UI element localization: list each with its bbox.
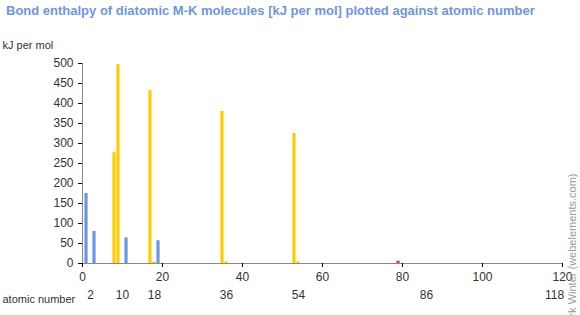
svg-text:150: 150 — [53, 196, 73, 210]
svg-text:20: 20 — [156, 270, 170, 284]
svg-text:100: 100 — [472, 270, 492, 284]
html-text:Bond enthalpy of diatomic M-K: Bond enthalpy of diatomic M-K molecules … — [6, 3, 535, 18]
svg-text:300: 300 — [53, 136, 73, 150]
svg-text:kJ per mol: kJ per mol — [3, 39, 54, 51]
svg-text:350: 350 — [53, 116, 73, 130]
svg-text:250: 250 — [53, 156, 73, 170]
svg-text:atomic number: atomic number — [3, 293, 76, 305]
svg-text:10: 10 — [116, 288, 130, 302]
svg-text:450: 450 — [53, 76, 73, 90]
svg-text:36: 36 — [220, 288, 234, 302]
svg-text:80: 80 — [396, 270, 410, 284]
svg-text:60: 60 — [316, 270, 330, 284]
svg-text:50: 50 — [60, 236, 74, 250]
svg-text:0: 0 — [79, 270, 86, 284]
svg-text:40: 40 — [236, 270, 250, 284]
svg-text:120: 120 — [552, 270, 573, 284]
svg-text:500: 500 — [53, 56, 73, 70]
svg-text:18: 18 — [148, 288, 162, 302]
svg-text:2: 2 — [87, 288, 94, 302]
svg-text:86: 86 — [420, 288, 434, 302]
svg-text:200: 200 — [53, 176, 73, 190]
svg-text:100: 100 — [53, 216, 73, 230]
svg-text:54: 54 — [292, 288, 306, 302]
svg-text:© Mark Winter (webelements.com: © Mark Winter (webelements.com) — [566, 174, 578, 315]
svg-text:118: 118 — [545, 288, 564, 302]
svg-text:400: 400 — [53, 96, 73, 110]
svg-text:0: 0 — [67, 256, 74, 270]
